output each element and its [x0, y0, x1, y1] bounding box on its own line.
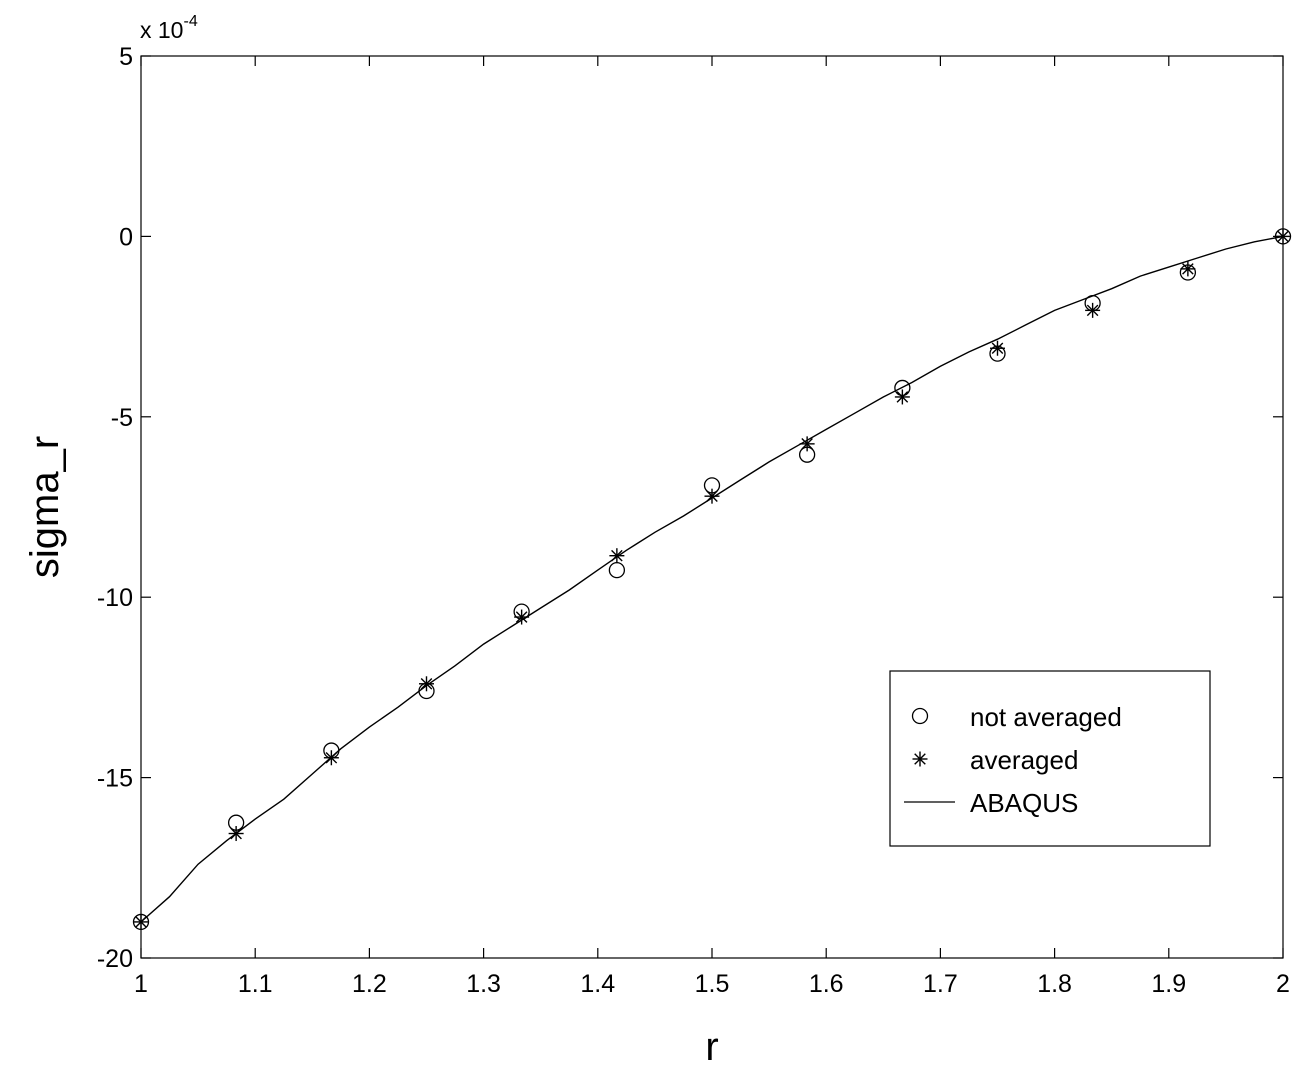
asterisk-stroke	[611, 549, 623, 562]
asterisk-stroke	[801, 438, 813, 450]
asterisk-stroke	[420, 677, 433, 690]
point-averaged	[514, 609, 530, 625]
x-tick-label: 1.8	[1037, 970, 1072, 998]
asterisk-stroke	[706, 490, 718, 502]
legend-asterisk-glyph	[912, 751, 928, 767]
y-axis-ticks: 5 0 -5 -10 -15 -20	[97, 43, 1283, 973]
x-tick-label: 1.6	[809, 970, 844, 998]
x-tick-label: 1.4	[580, 970, 615, 998]
asterisk-stroke	[1277, 230, 1289, 243]
series-layer	[132, 228, 1292, 931]
x-axis-ticks: 1 1.1 1.2 1.3 1.4 1.5 1.6 1.7 1.8 1.9 2	[134, 56, 1290, 998]
y-exponent-label: x 10-4	[140, 13, 198, 43]
y-tick-label: 5	[119, 43, 133, 71]
asterisk-stroke	[914, 753, 926, 765]
legend-circle-marker	[911, 707, 929, 725]
point-averaged	[799, 436, 815, 452]
y-tick-label: 0	[119, 223, 133, 251]
asterisk-stroke	[896, 391, 909, 403]
asterisk-stroke	[515, 611, 528, 623]
legend-label-averaged: averaged	[970, 745, 1078, 775]
point-averaged	[228, 826, 244, 842]
point-averaged	[419, 676, 434, 692]
x-axis-title: r	[705, 1025, 718, 1068]
legend: not averaged averaged ABAQUS	[889, 670, 1211, 847]
y-axis-title: sigma_r	[23, 436, 67, 578]
legend-label-abaqus: ABAQUS	[970, 788, 1078, 818]
legend-label-not-averaged: not averaged	[970, 702, 1122, 732]
point-averaged	[990, 340, 1005, 356]
point-averaged	[133, 914, 149, 930]
y-tick-label: -5	[111, 404, 133, 432]
legend-box	[889, 670, 1211, 847]
y-tick-label: -10	[97, 584, 133, 612]
x-tick-label: 1.5	[695, 970, 730, 998]
y-exponent-power: -4	[183, 13, 197, 30]
point-averaged	[609, 548, 625, 564]
y-exponent-base: x 10	[140, 17, 183, 43]
legend-asterisk-marker	[912, 751, 928, 767]
x-tick-label: 1.7	[923, 970, 958, 998]
x-tick-label: 1.2	[352, 970, 387, 998]
asterisk-stroke	[325, 751, 338, 764]
point-averaged	[894, 389, 910, 405]
asterisk-stroke	[1182, 263, 1194, 275]
y-tick-label: -15	[97, 765, 133, 793]
point-averaged	[1180, 261, 1196, 277]
asterisk-stroke	[991, 342, 1004, 355]
x-tick-label: 1.9	[1151, 970, 1186, 998]
x-tick-label: 1.3	[466, 970, 501, 998]
series-averaged	[133, 228, 1291, 930]
y-tick-label: -20	[97, 945, 133, 973]
point-averaged	[1085, 302, 1101, 318]
point-averaged	[704, 488, 720, 504]
point-averaged	[1275, 228, 1291, 244]
asterisk-stroke	[230, 827, 242, 840]
x-tick-label: 1	[134, 970, 148, 998]
point-averaged	[323, 750, 339, 766]
asterisk-stroke	[1086, 304, 1099, 317]
x-tick-label: 1.1	[238, 970, 273, 998]
x-tick-label: 2	[1276, 970, 1290, 998]
asterisk-stroke	[135, 916, 147, 928]
